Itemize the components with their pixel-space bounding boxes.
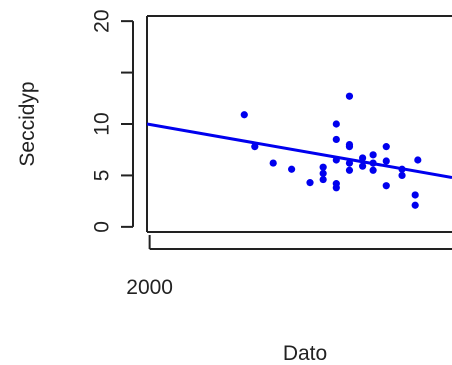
- data-point: [345, 92, 354, 100]
- data-point: [398, 171, 406, 180]
- y-tick-label: 10: [91, 112, 114, 135]
- data-point: [359, 162, 367, 170]
- data-point: [240, 111, 248, 119]
- data-point: [345, 159, 354, 167]
- data-point: [319, 163, 327, 171]
- data-point: [345, 143, 354, 151]
- data-point: [319, 175, 327, 184]
- data-point: [382, 157, 390, 165]
- y-axis: 0 5 10 20: [91, 9, 134, 233]
- data-point: [269, 159, 277, 167]
- fit-line: [147, 122, 452, 179]
- data-point: [398, 165, 406, 173]
- data-point: [414, 156, 422, 164]
- x-axis: 2000: [126, 235, 452, 299]
- data-point: [369, 166, 377, 174]
- data-point: [332, 180, 340, 188]
- data-point: [332, 135, 340, 144]
- data-point: [319, 169, 327, 177]
- data-point: [306, 179, 314, 187]
- y-tick-label: 0: [91, 221, 114, 233]
- data-point: [251, 143, 259, 151]
- fit-line-layer: [147, 122, 452, 179]
- data-points: [240, 92, 422, 209]
- data-point: [369, 151, 377, 159]
- data-point: [332, 120, 340, 128]
- y-tick-label: 20: [91, 9, 114, 32]
- y-tick-label: 5: [91, 170, 114, 182]
- data-point: [411, 201, 419, 209]
- data-point: [288, 165, 296, 173]
- data-point: [345, 166, 354, 174]
- y-axis-title: Seccidyp: [16, 81, 39, 166]
- x-tick-label: 2000: [126, 276, 173, 299]
- data-point: [359, 154, 367, 162]
- data-point: [411, 191, 419, 199]
- data-point: [382, 182, 390, 190]
- x-axis-title: Dato: [283, 342, 327, 365]
- data-point: [369, 159, 377, 167]
- data-point: [332, 156, 340, 164]
- data-point: [382, 143, 390, 151]
